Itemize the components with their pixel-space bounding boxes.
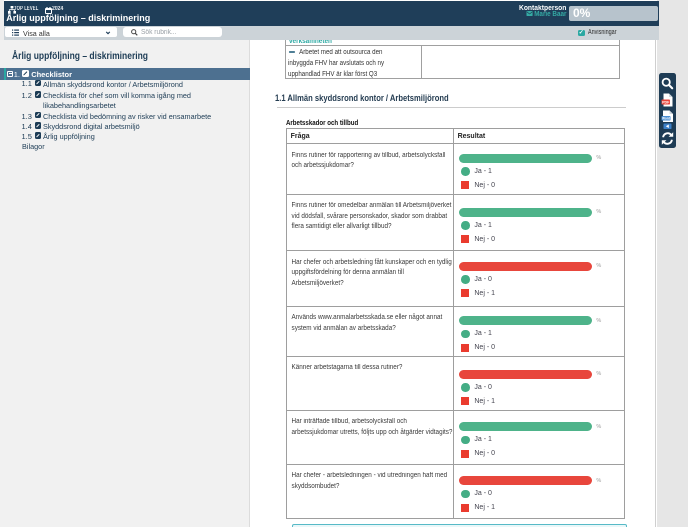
svg-text:PDF: PDF (662, 100, 670, 104)
svg-text:Word: Word (661, 116, 669, 120)
